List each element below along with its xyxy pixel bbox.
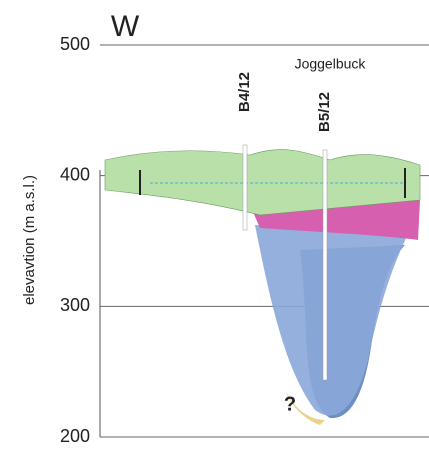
geology (105, 145, 420, 425)
cross-section: W Joggelbuck B4/12 B5/12 ? elevavtion (m… (0, 0, 429, 447)
borehole (323, 150, 327, 380)
side-label: W (111, 10, 140, 43)
site-label: Joggelbuck (295, 56, 367, 72)
y-axis-label: elevavtion (m a.s.l.) (21, 175, 38, 305)
y-tick-label: 400 (60, 164, 90, 184)
page: W Joggelbuck B4/12 B5/12 ? elevavtion (m… (0, 0, 429, 447)
y-tick-label: 200 (60, 426, 90, 446)
y-tick-label: 500 (60, 34, 90, 54)
unknown-label: ? (284, 393, 296, 415)
borehole-label: B4/12 (236, 72, 253, 112)
valley-fill (255, 225, 410, 416)
y-tick-label: 300 (60, 295, 90, 315)
borehole (243, 145, 247, 230)
borehole-label: B5/12 (316, 92, 333, 132)
